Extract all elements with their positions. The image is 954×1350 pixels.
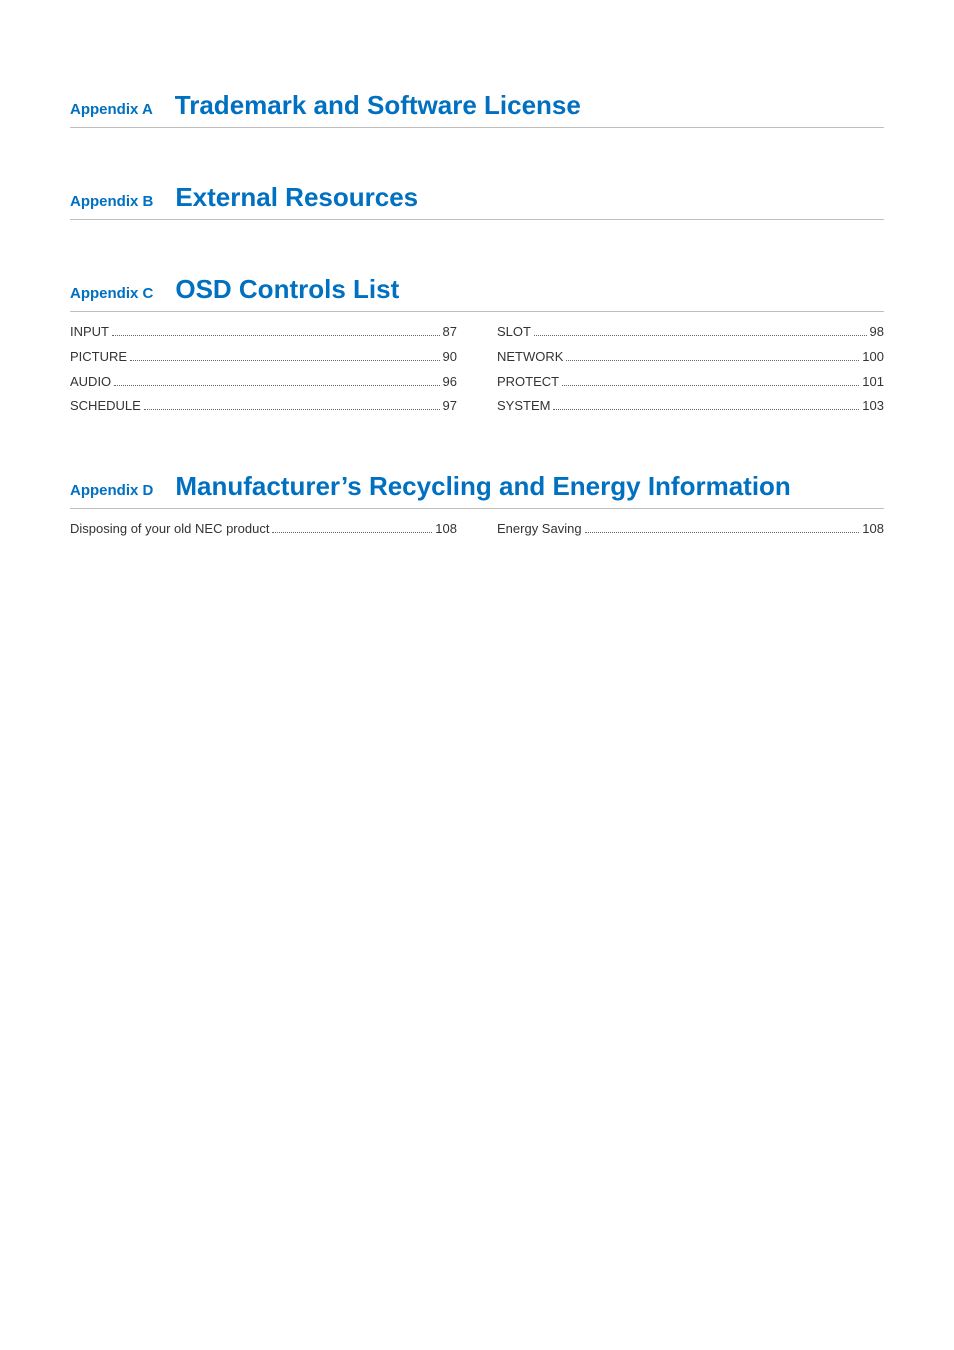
toc-leader-dots (144, 409, 440, 410)
toc-column-right: Energy Saving 108 (497, 519, 884, 540)
appendix-label: Appendix A (70, 101, 153, 118)
toc-entry[interactable]: Disposing of your old NEC product 108 (70, 519, 457, 540)
appendix-section-c: Appendix C OSD Controls List INPUT 87 PI… (70, 274, 884, 417)
toc-leader-dots (534, 335, 867, 336)
toc-entry-page: 97 (443, 396, 457, 417)
toc-leader-dots (562, 385, 859, 386)
toc-entry-page: 100 (862, 347, 884, 368)
toc-entry-page: 103 (862, 396, 884, 417)
toc-column-left: Disposing of your old NEC product 108 (70, 519, 457, 540)
toc-entry[interactable]: PROTECT 101 (497, 372, 884, 393)
toc-entry[interactable]: Energy Saving 108 (497, 519, 884, 540)
toc-entry[interactable]: AUDIO 96 (70, 372, 457, 393)
toc-entry-label: PICTURE (70, 347, 127, 368)
toc-entry-label: NETWORK (497, 347, 563, 368)
toc-entry-page: 101 (862, 372, 884, 393)
appendix-title: OSD Controls List (175, 274, 399, 305)
appendix-label: Appendix C (70, 285, 153, 302)
appendix-section-b: Appendix B External Resources (70, 182, 884, 220)
appendix-title: Trademark and Software License (175, 90, 581, 121)
toc-entry-label: INPUT (70, 322, 109, 343)
toc-entry[interactable]: NETWORK 100 (497, 347, 884, 368)
toc-entry-label: SLOT (497, 322, 531, 343)
toc-entry-page: 98 (870, 322, 884, 343)
toc-column-left: INPUT 87 PICTURE 90 AUDIO 96 SCHEDULE 97 (70, 322, 457, 417)
appendix-label: Appendix B (70, 193, 153, 210)
appendix-title: Manufacturer’s Recycling and Energy Info… (175, 471, 790, 502)
toc-leader-dots (130, 360, 439, 361)
toc-leader-dots (566, 360, 859, 361)
appendix-title: External Resources (175, 182, 418, 213)
toc-entry-label: SYSTEM (497, 396, 550, 417)
toc-leader-dots (272, 532, 432, 533)
toc-leader-dots (585, 532, 860, 533)
toc-entry-page: 96 (443, 372, 457, 393)
appendix-header: Appendix B External Resources (70, 182, 884, 220)
toc-entry[interactable]: SYSTEM 103 (497, 396, 884, 417)
toc-entry-page: 87 (443, 322, 457, 343)
toc-entry[interactable]: SLOT 98 (497, 322, 884, 343)
appendix-section-d: Appendix D Manufacturer’s Recycling and … (70, 471, 884, 540)
toc-entry[interactable]: PICTURE 90 (70, 347, 457, 368)
toc-entry-label: Energy Saving (497, 519, 582, 540)
appendix-header: Appendix C OSD Controls List (70, 274, 884, 312)
appendix-label: Appendix D (70, 482, 153, 499)
toc-columns: Disposing of your old NEC product 108 En… (70, 519, 884, 540)
toc-entry-label: SCHEDULE (70, 396, 141, 417)
toc-leader-dots (553, 409, 859, 410)
toc-entry-label: AUDIO (70, 372, 111, 393)
toc-leader-dots (112, 335, 440, 336)
toc-entry-label: Disposing of your old NEC product (70, 519, 269, 540)
appendix-header: Appendix D Manufacturer’s Recycling and … (70, 471, 884, 509)
appendix-header: Appendix A Trademark and Software Licens… (70, 90, 884, 128)
toc-entry[interactable]: INPUT 87 (70, 322, 457, 343)
appendix-section-a: Appendix A Trademark and Software Licens… (70, 90, 884, 128)
toc-entry-page: 90 (443, 347, 457, 368)
toc-entry[interactable]: SCHEDULE 97 (70, 396, 457, 417)
toc-entry-label: PROTECT (497, 372, 559, 393)
toc-columns: INPUT 87 PICTURE 90 AUDIO 96 SCHEDULE 97 (70, 322, 884, 417)
toc-leader-dots (114, 385, 439, 386)
toc-column-right: SLOT 98 NETWORK 100 PROTECT 101 SYSTEM 1… (497, 322, 884, 417)
toc-entry-page: 108 (435, 519, 457, 540)
toc-entry-page: 108 (862, 519, 884, 540)
